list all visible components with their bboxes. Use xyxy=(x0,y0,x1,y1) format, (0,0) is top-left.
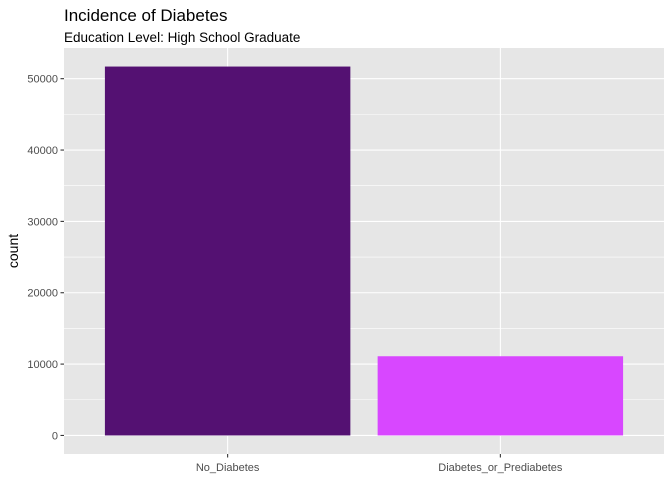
y-tick-label: 0 xyxy=(52,430,58,442)
bar-diabetes-or-prediabetes xyxy=(377,356,624,436)
x-axis: No_Diabetes Diabetes_or_Prediabetes xyxy=(196,454,563,474)
x-tick-label: Diabetes_or_Prediabetes xyxy=(438,462,563,474)
y-tick-label: 30000 xyxy=(27,216,58,228)
chart-subtitle: Education Level: High School Graduate xyxy=(64,30,300,45)
y-tick-label: 20000 xyxy=(27,288,58,300)
y-axis-title: count xyxy=(5,234,21,268)
bars xyxy=(104,66,624,436)
y-tick-label: 50000 xyxy=(27,74,58,86)
chart-title: Incidence of Diabetes xyxy=(64,6,228,25)
x-tick-label: No_Diabetes xyxy=(196,462,260,474)
y-tick-label: 40000 xyxy=(27,145,58,157)
bar-no-diabetes xyxy=(104,66,351,436)
y-axis: 0 10000 20000 30000 40000 50000 xyxy=(27,74,64,442)
y-tick-label: 10000 xyxy=(27,359,58,371)
